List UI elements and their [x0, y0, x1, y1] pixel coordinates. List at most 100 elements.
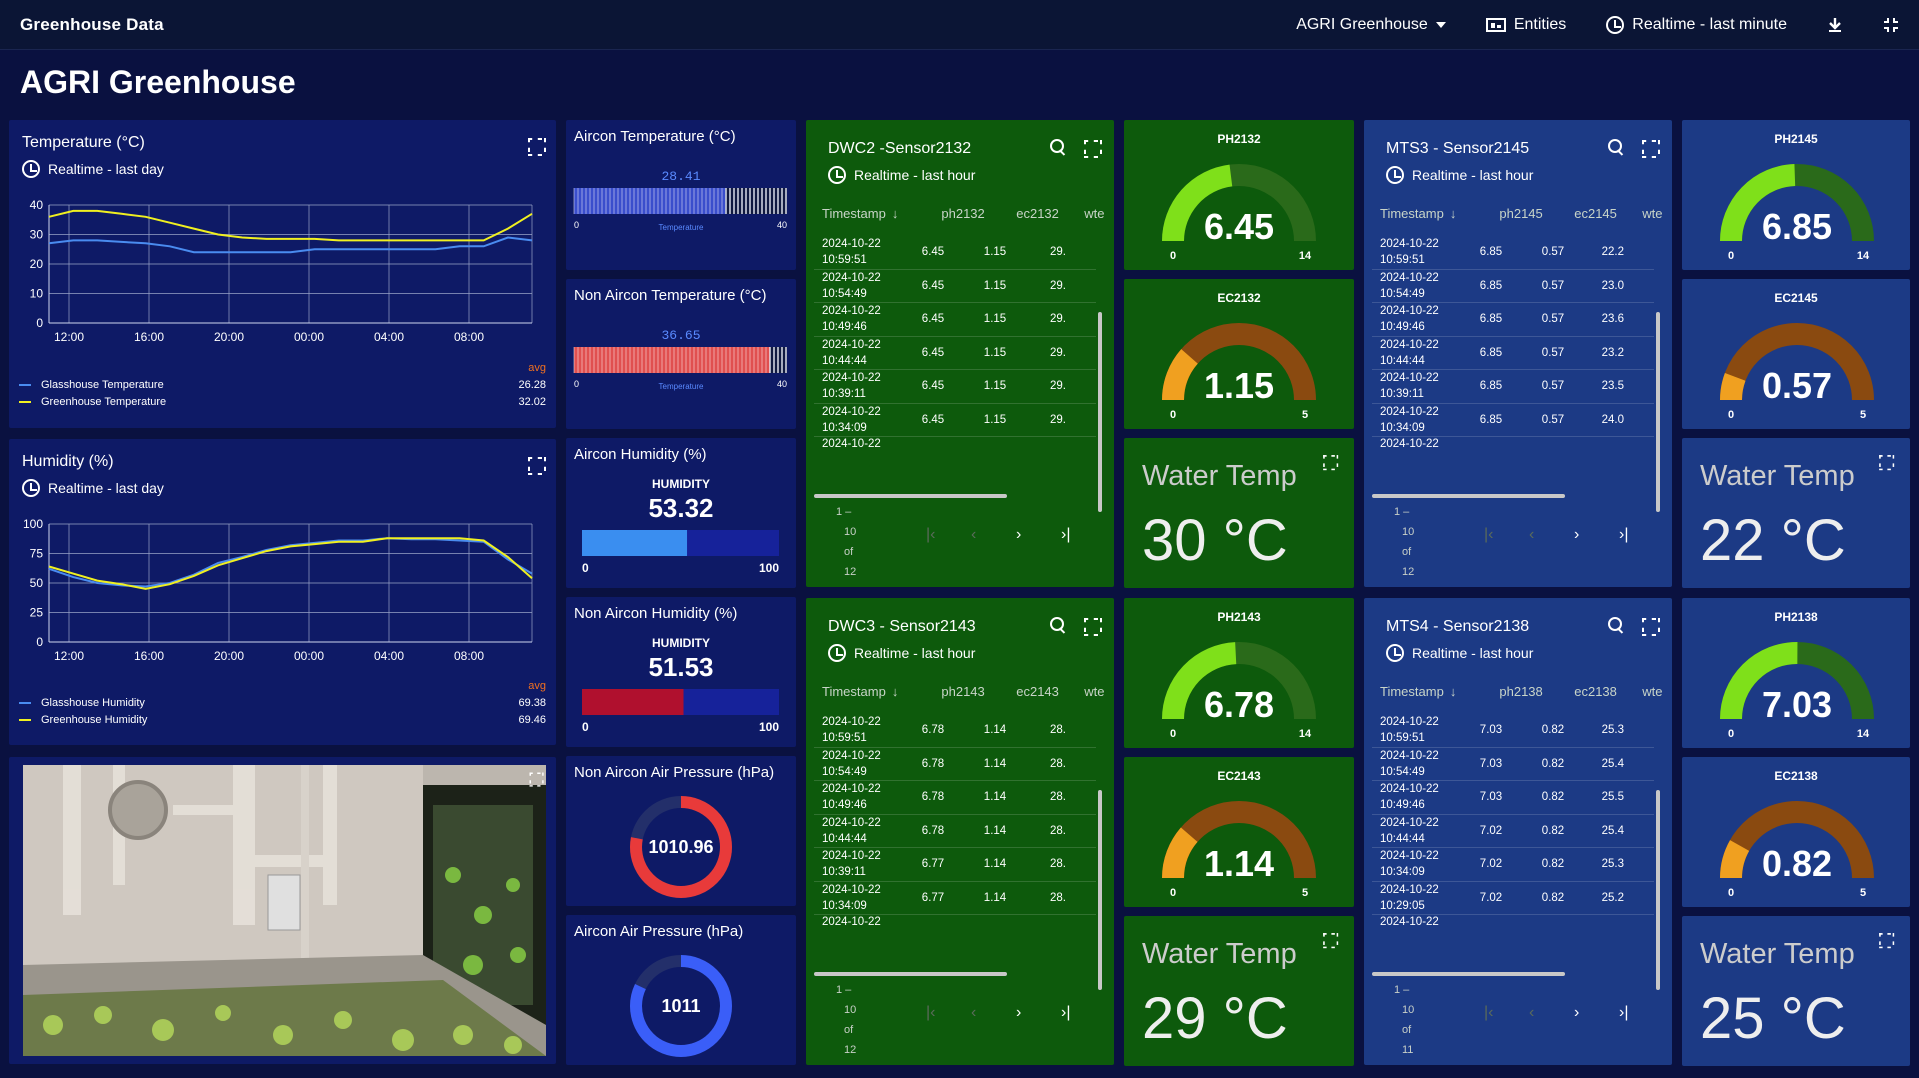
fullscreen-icon[interactable] — [1084, 618, 1098, 632]
fullscreen-icon[interactable] — [1642, 140, 1656, 154]
table-row[interactable]: 2024-10-22 10:49:46 6.85 0.57 23.6 — [1372, 303, 1654, 337]
column-header[interactable]: ec2143 — [1000, 684, 1074, 699]
table-row[interactable]: 2024-10-22 10:54:49 7.03 0.82 25.4 — [1372, 748, 1654, 781]
fullscreen-icon[interactable] — [528, 457, 542, 471]
column-header[interactable]: ph2145 — [1484, 206, 1558, 221]
search-icon[interactable] — [1050, 617, 1066, 633]
column-header[interactable]: Timestamp ↓ — [1380, 684, 1484, 699]
prev-page-icon[interactable]: ‹ — [1529, 526, 1535, 543]
column-header[interactable]: ph2138 — [1484, 684, 1558, 699]
gauge-value: 1.15 — [1204, 365, 1274, 406]
table-row[interactable]: 2024-10-22 10:39:11 6.85 0.57 23.5 — [1372, 370, 1654, 404]
table-row[interactable]: 2024-10-22 10:39:11 6.45 1.15 29. — [814, 370, 1096, 404]
table-row[interactable]: 2024-10-22 10:34:09 6.85 0.57 24.0 — [1372, 404, 1654, 437]
next-page-icon[interactable]: › — [1016, 526, 1022, 543]
gauge-min: 0 — [1170, 887, 1176, 899]
fullscreen-exit-icon[interactable] — [1883, 17, 1899, 33]
table-row[interactable]: 2024-10-22 10:44:44 7.02 0.82 25.4 — [1372, 815, 1654, 848]
sensor-table-card: DWC2 -Sensor2132 Realtime - last hour Time… — [806, 120, 1114, 587]
first-page-icon[interactable]: |‹ — [1484, 526, 1494, 543]
column-header[interactable]: ec2138 — [1558, 684, 1632, 699]
fullscreen-icon[interactable] — [1879, 933, 1891, 945]
table-row[interactable]: 2024-10-22 10:54:49 6.78 1.14 28. — [814, 748, 1096, 781]
table-row[interactable]: 2024-10-22 10:59:51 6.45 1.15 29. — [814, 236, 1096, 270]
legend-item[interactable]: Glasshouse Temperature 26.28 — [19, 376, 546, 393]
column-header[interactable]: wte — [1633, 206, 1672, 221]
column-header[interactable]: wte — [1633, 684, 1672, 699]
last-page-icon[interactable]: ›| — [1619, 526, 1629, 543]
column-header[interactable]: Timestamp ↓ — [822, 206, 926, 221]
download-icon[interactable] — [1827, 17, 1843, 33]
table-row[interactable]: 2024-10-22 10:29:05 7.02 0.82 25.2 — [1372, 882, 1654, 915]
date-text: 2024-10-22 — [822, 305, 881, 318]
fullscreen-icon[interactable] — [1323, 455, 1335, 467]
legend-item[interactable]: Greenhouse Temperature 32.02 — [19, 393, 546, 410]
vertical-scrollbar[interactable] — [1656, 312, 1660, 512]
table-row[interactable]: 2024-10-22 — [1372, 915, 1654, 929]
vertical-scrollbar[interactable] — [1098, 790, 1102, 990]
table-row[interactable]: 2024-10-22 10:34:09 6.45 1.15 29. — [814, 404, 1096, 437]
search-icon[interactable] — [1050, 139, 1066, 155]
dashboard-select[interactable]: AGRI Greenhouse — [1296, 16, 1446, 34]
table-row[interactable]: 2024-10-22 10:44:44 6.78 1.14 28. — [814, 815, 1096, 848]
entities-button[interactable]: Entities — [1485, 16, 1566, 34]
table-row[interactable]: 2024-10-22 10:44:44 6.45 1.15 29. — [814, 337, 1096, 370]
legend-item[interactable]: Glasshouse Humidity 69.38 — [19, 694, 546, 711]
search-icon[interactable] — [1608, 139, 1624, 155]
table-row[interactable]: 2024-10-22 — [814, 437, 1096, 451]
table-row[interactable]: 2024-10-22 10:54:49 6.85 0.57 23.0 — [1372, 270, 1654, 303]
table-row[interactable]: 2024-10-22 10:49:46 7.03 0.82 25.5 — [1372, 781, 1654, 815]
fullscreen-icon[interactable] — [529, 772, 540, 783]
table-row[interactable]: 2024-10-22 10:59:51 6.78 1.14 28. — [814, 714, 1096, 748]
table-row[interactable]: 2024-10-22 10:54:49 6.45 1.15 29. — [814, 270, 1096, 303]
vertical-scrollbar[interactable] — [1098, 312, 1102, 512]
bar-max: 100 — [759, 561, 779, 575]
horizontal-scrollbar[interactable] — [814, 494, 1007, 498]
table-row[interactable]: 2024-10-22 10:44:44 6.85 0.57 23.2 — [1372, 337, 1654, 370]
column-header[interactable]: wte — [1075, 206, 1114, 221]
column-header[interactable]: ec2132 — [1000, 206, 1074, 221]
table-row[interactable]: 2024-10-22 10:49:46 6.45 1.15 29. — [814, 303, 1096, 337]
horizontal-scrollbar[interactable] — [814, 972, 1007, 976]
next-page-icon[interactable]: › — [1574, 1004, 1580, 1021]
prev-page-icon[interactable]: ‹ — [971, 1004, 977, 1021]
table-row[interactable]: 2024-10-22 — [814, 915, 1096, 929]
table-row[interactable]: 2024-10-22 10:39:11 6.77 1.14 28. — [814, 848, 1096, 882]
prev-page-icon[interactable]: ‹ — [971, 526, 977, 543]
horizontal-scrollbar[interactable] — [1372, 972, 1565, 976]
fullscreen-icon[interactable] — [1879, 455, 1891, 467]
prev-page-icon[interactable]: ‹ — [1529, 1004, 1535, 1021]
table-row[interactable]: 2024-10-22 10:59:51 7.03 0.82 25.3 — [1372, 714, 1654, 748]
next-page-icon[interactable]: › — [1016, 1004, 1022, 1021]
table-row[interactable]: 2024-10-22 10:59:51 6.85 0.57 22.2 — [1372, 236, 1654, 270]
table-row[interactable]: 2024-10-22 10:34:09 7.02 0.82 25.3 — [1372, 848, 1654, 882]
search-icon[interactable] — [1608, 617, 1624, 633]
last-page-icon[interactable]: ›| — [1061, 526, 1071, 543]
card-title: DWC3 - Sensor2143 — [828, 618, 976, 635]
first-page-icon[interactable]: |‹ — [1484, 1004, 1494, 1021]
first-page-icon[interactable]: |‹ — [926, 1004, 936, 1021]
column-header[interactable]: ph2143 — [926, 684, 1000, 699]
table-row[interactable]: 2024-10-22 10:34:09 6.77 1.14 28. — [814, 882, 1096, 915]
last-page-icon[interactable]: ›| — [1619, 1004, 1629, 1021]
timewindow-button[interactable]: Realtime - last minute — [1606, 15, 1787, 34]
last-page-icon[interactable]: ›| — [1061, 1004, 1071, 1021]
column-header[interactable]: wte — [1075, 684, 1114, 699]
column-header[interactable]: ec2145 — [1558, 206, 1632, 221]
fullscreen-icon[interactable] — [528, 138, 542, 152]
fullscreen-icon[interactable] — [1323, 933, 1335, 945]
fullscreen-icon[interactable] — [1084, 140, 1098, 154]
camera-feed-image[interactable] — [23, 765, 546, 1056]
table-row[interactable]: 2024-10-22 10:49:46 6.78 1.14 28. — [814, 781, 1096, 815]
column-header[interactable]: Timestamp ↓ — [822, 684, 926, 699]
time-text: 10:44:44 — [1380, 354, 1425, 367]
table-row[interactable]: 2024-10-22 — [1372, 437, 1654, 451]
next-page-icon[interactable]: › — [1574, 526, 1580, 543]
column-header[interactable]: ph2132 — [926, 206, 1000, 221]
fullscreen-icon[interactable] — [1642, 618, 1656, 632]
first-page-icon[interactable]: |‹ — [926, 526, 936, 543]
legend-item[interactable]: Greenhouse Humidity 69.46 — [19, 711, 546, 728]
vertical-scrollbar[interactable] — [1656, 790, 1660, 990]
column-header[interactable]: Timestamp ↓ — [1380, 206, 1484, 221]
horizontal-scrollbar[interactable] — [1372, 494, 1565, 498]
